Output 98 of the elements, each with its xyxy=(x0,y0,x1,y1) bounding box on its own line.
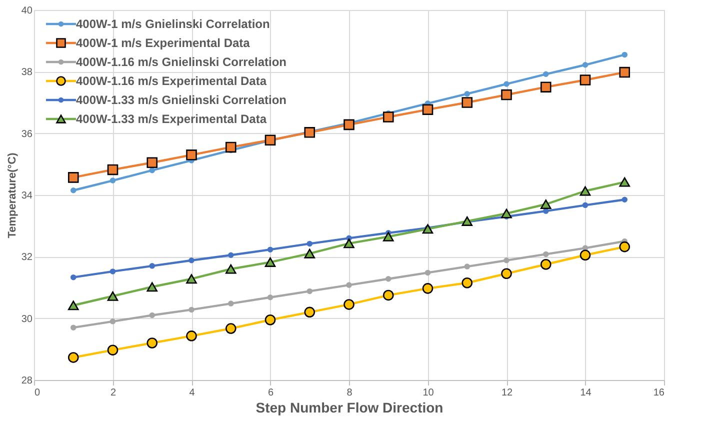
x-tick-label: 16 xyxy=(653,388,665,398)
point xyxy=(382,232,394,242)
legend-label: 400W-1.33 m/s Experimental Data xyxy=(76,112,267,126)
point xyxy=(264,257,276,267)
point xyxy=(70,274,76,280)
y-tick-label: 28 xyxy=(21,376,33,386)
point xyxy=(462,97,473,108)
point xyxy=(382,112,394,122)
point xyxy=(542,71,549,78)
y-tick-label: 34 xyxy=(21,190,33,202)
point xyxy=(186,330,197,342)
point xyxy=(267,294,274,300)
point xyxy=(619,66,630,78)
point xyxy=(264,134,276,146)
point xyxy=(464,90,470,97)
y-tick-label: 40 xyxy=(21,6,33,16)
point xyxy=(107,344,118,356)
point xyxy=(501,89,512,100)
point xyxy=(385,276,392,282)
x-tick-label: 0 xyxy=(34,388,40,398)
point xyxy=(228,300,234,306)
x-axis-title: Step Number Flow Direction xyxy=(256,400,444,416)
point xyxy=(501,208,512,218)
point xyxy=(228,252,234,258)
point xyxy=(504,81,510,87)
point xyxy=(146,157,158,168)
point xyxy=(501,268,512,280)
point xyxy=(580,186,591,196)
y-tick-label: 32 xyxy=(21,252,33,264)
point xyxy=(580,74,591,86)
x-tick-label: 4 xyxy=(189,388,196,398)
point xyxy=(542,251,549,258)
point xyxy=(186,274,197,284)
point xyxy=(540,199,552,210)
point xyxy=(382,290,394,301)
y-axis-title: Temperature(°C) xyxy=(6,152,18,238)
point xyxy=(462,277,473,288)
point xyxy=(146,338,158,348)
point xyxy=(70,324,76,330)
point xyxy=(422,283,434,294)
point xyxy=(188,257,194,264)
point xyxy=(622,52,628,58)
legend-label: 400W-1.16 m/s Gnielinski Correlation xyxy=(76,55,286,69)
point xyxy=(462,216,473,226)
legend-label: 400W-1 m/s Gnielinski Correlation xyxy=(76,17,270,31)
point xyxy=(540,258,552,270)
point xyxy=(186,150,197,160)
point xyxy=(622,196,628,203)
x-tick-label: 6 xyxy=(268,388,274,398)
point xyxy=(225,264,236,274)
point xyxy=(304,248,316,258)
point xyxy=(422,224,434,234)
point xyxy=(344,238,354,248)
point xyxy=(68,352,79,363)
legend-label: 400W-1 m/s Experimental Data xyxy=(76,36,250,50)
point xyxy=(146,282,158,292)
point xyxy=(619,177,630,187)
point xyxy=(580,250,591,261)
x-tick-label: 8 xyxy=(346,388,353,398)
point xyxy=(225,323,236,334)
point xyxy=(582,202,588,208)
point xyxy=(619,241,630,252)
point xyxy=(582,62,588,68)
point xyxy=(110,178,116,184)
x-tick-label: 10 xyxy=(422,388,434,398)
point xyxy=(107,164,118,176)
point xyxy=(424,270,431,276)
legend-label: 400W-1.16 m/s Experimental Data xyxy=(76,74,267,88)
point xyxy=(149,263,156,269)
point xyxy=(304,127,316,138)
point xyxy=(464,264,470,270)
x-tick-label: 2 xyxy=(110,388,116,398)
point xyxy=(304,306,316,318)
point xyxy=(306,240,313,247)
point xyxy=(346,282,352,288)
point xyxy=(344,119,354,130)
point xyxy=(504,257,510,264)
point xyxy=(267,246,274,252)
point xyxy=(107,291,118,301)
y-tick-label: 30 xyxy=(21,314,33,325)
y-tick-label: 36 xyxy=(21,128,33,140)
point xyxy=(68,300,79,310)
point xyxy=(110,318,116,324)
x-tick-label: 14 xyxy=(580,388,592,398)
point xyxy=(110,268,116,274)
point xyxy=(344,299,354,310)
point xyxy=(188,306,194,313)
point xyxy=(540,82,552,92)
legend-label: 400W-1.33 m/s Gnielinski Correlation xyxy=(76,93,286,107)
point xyxy=(68,172,79,183)
y-tick-label: 38 xyxy=(21,67,33,78)
point xyxy=(70,187,76,194)
point xyxy=(264,314,276,326)
point xyxy=(422,104,434,115)
point xyxy=(149,312,156,318)
x-tick-label: 12 xyxy=(501,388,513,398)
point xyxy=(306,288,313,294)
point xyxy=(225,142,236,153)
